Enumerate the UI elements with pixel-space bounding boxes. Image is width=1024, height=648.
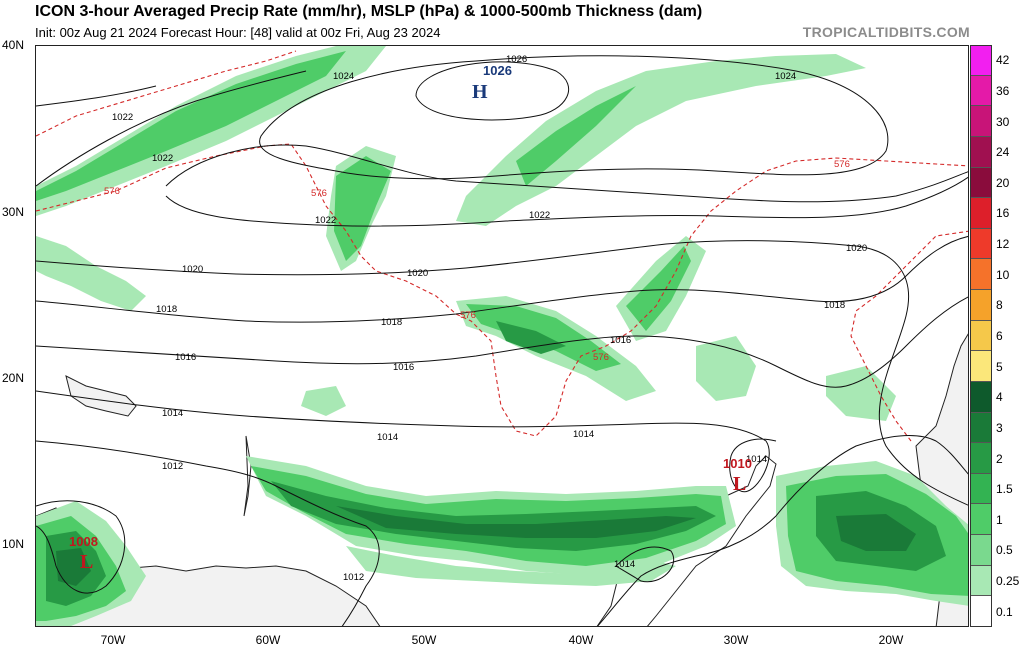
colorbar-label: 0.25 — [996, 574, 1020, 589]
thickness-label: 576 — [460, 310, 476, 321]
thickness-label: 576 — [834, 159, 850, 170]
colorbar-label: 30 — [996, 114, 1010, 129]
lat-label-30n: 30N — [2, 205, 25, 219]
isobars — [36, 55, 968, 626]
isobar-label: 1018 — [156, 304, 177, 315]
lon-label-50w: 50W — [411, 633, 437, 647]
colorbar-segment — [970, 198, 992, 229]
low-pressure-symbol: L — [80, 551, 93, 573]
precip-colorbar: 42 36 30 24 20 16 12 10 8 6 5 4 3 2 1.5 1 0.5 0.25 0.1 — [970, 45, 1024, 627]
isobar-label: 1022 — [112, 112, 133, 123]
map-canvas: 1026 1024 1024 1022 1022 1022 1022 1020 … — [36, 46, 968, 626]
colorbar-label: 0.1 — [996, 604, 1013, 619]
isobar-label: 1012 — [162, 461, 183, 472]
isobar-label: 1018 — [824, 300, 845, 311]
colorbar-segment — [970, 412, 992, 444]
thickness-labels: 576 576 576 576 576 — [104, 159, 850, 363]
precip-shading — [36, 46, 968, 626]
isobar-label: 1026 — [506, 54, 527, 65]
colorbar-segment — [970, 381, 992, 413]
colorbar-segment — [970, 320, 992, 352]
lon-label-40w: 40W — [568, 633, 594, 647]
isobar-label: 1014 — [746, 454, 767, 465]
colorbar-label: 42 — [996, 53, 1010, 68]
colorbar-label: 24 — [996, 145, 1010, 160]
colorbar-label: 3 — [996, 420, 1003, 435]
colorbar-segment — [970, 565, 992, 597]
isobar-label: 1020 — [407, 268, 428, 279]
low-pressure-symbol: L — [733, 473, 746, 495]
thickness-label: 576 — [104, 186, 120, 197]
lat-label-40n: 40N — [2, 38, 25, 52]
lon-label-70w: 70W — [100, 633, 126, 647]
low-pressure-value: 1008 — [69, 534, 98, 549]
colorbar-label: 8 — [996, 298, 1003, 313]
map-title: ICON 3-hour Averaged Precip Rate (mm/hr)… — [35, 3, 703, 20]
colorbar-segment — [970, 443, 992, 474]
high-pressure-value: 1026 — [483, 63, 512, 78]
isobar-label: 1024 — [775, 71, 796, 82]
colorbar-label: 16 — [996, 206, 1010, 221]
isobar-label: 1012 — [343, 572, 364, 583]
isobar-label: 1022 — [315, 215, 336, 226]
isobar-label: 1014 — [162, 408, 183, 419]
colorbar-segment — [970, 504, 992, 536]
colorbar-border — [970, 45, 992, 627]
colorbar-segment — [970, 45, 992, 76]
isobar-label: 1016 — [393, 362, 414, 373]
lon-label-60w: 60W — [255, 633, 281, 647]
isobar-label: 1014 — [377, 432, 398, 443]
isobar-label: 1018 — [381, 317, 402, 328]
isobar-label: 1024 — [333, 71, 354, 82]
lat-label-10n: 10N — [2, 537, 25, 551]
colorbar-segment — [970, 167, 992, 199]
colorbar-label: 10 — [996, 267, 1010, 282]
isobar-label: 1022 — [529, 210, 550, 221]
thickness-label: 576 — [593, 352, 609, 363]
isobar-label: 1014 — [573, 429, 594, 440]
isobar-label: 1014 — [614, 559, 635, 570]
thickness-contours — [36, 50, 968, 442]
thickness-label: 576 — [311, 188, 327, 199]
colorbar-label: 36 — [996, 83, 1010, 98]
high-pressure-symbol: H — [472, 81, 488, 103]
colorbar-label: 1.5 — [996, 482, 1013, 497]
pressure-centers: 1026 H 1010 L 1008 L — [69, 63, 752, 573]
colorbar-label: 0.5 — [996, 543, 1013, 558]
colorbar-label: 6 — [996, 329, 1003, 343]
map-subtitle: Init: 00z Aug 21 2024 Forecast Hour: [48… — [35, 25, 441, 40]
lon-label-20w: 20W — [878, 633, 904, 647]
lon-label-30w: 30W — [723, 633, 749, 647]
colorbar-segment — [970, 535, 992, 566]
colorbar-segment — [970, 290, 992, 321]
colorbar-segment — [970, 75, 992, 107]
colorbar-label: 20 — [996, 175, 1010, 190]
isobar-labels: 1026 1024 1024 1022 1022 1022 1022 1020 … — [112, 54, 867, 583]
isobar-label: 1020 — [182, 264, 203, 275]
isobar-label: 1016 — [175, 352, 196, 363]
map-panel: 1026 1024 1024 1022 1022 1022 1022 1020 … — [35, 45, 969, 627]
colorbar-segment — [970, 228, 992, 260]
isobar-label: 1022 — [152, 153, 173, 164]
isobar-label: 1016 — [610, 335, 631, 346]
colorbar-label: 5 — [996, 359, 1003, 374]
isobar-label: 1020 — [846, 243, 867, 254]
watermark: TROPICALTIDBITS.COM — [802, 24, 970, 40]
colorbar-segment — [970, 259, 992, 291]
colorbar-segment — [970, 351, 992, 382]
colorbar-segment — [970, 136, 992, 168]
low-pressure-value: 1010 — [723, 456, 752, 471]
colorbar-label: 4 — [996, 390, 1003, 405]
colorbar-segment — [970, 106, 992, 137]
lat-label-20n: 20N — [2, 371, 25, 385]
colorbar-label: 1 — [996, 512, 1003, 527]
colorbar-segment — [970, 473, 992, 505]
colorbar-label: 2 — [996, 451, 1003, 466]
colorbar-label: 12 — [996, 237, 1010, 252]
